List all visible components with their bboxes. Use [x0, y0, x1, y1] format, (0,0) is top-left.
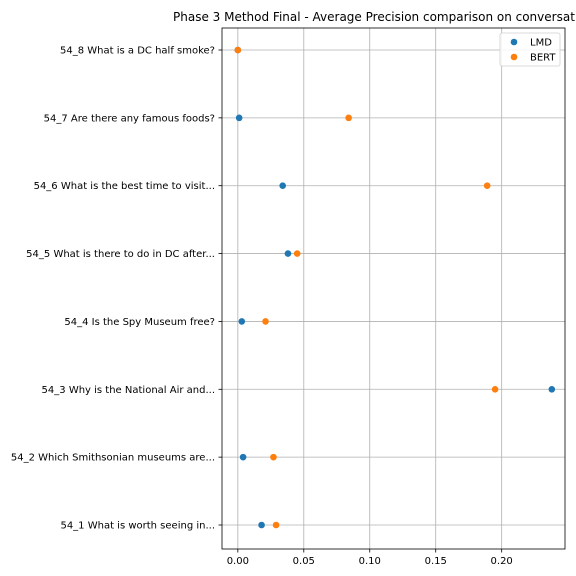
grid-layer — [222, 28, 565, 549]
chart-title: Phase 3 Method Final - Average Precision… — [173, 10, 575, 24]
data-point-lmd — [279, 182, 286, 190]
legend: LMD BERT — [499, 32, 561, 67]
data-point-lmd — [548, 385, 556, 393]
x-tick-label: 0.20 — [491, 556, 513, 567]
x-tick-label: 0.10 — [359, 556, 381, 567]
data-point-bert — [491, 385, 499, 393]
marks-layer — [234, 46, 556, 529]
data-point-bert — [272, 521, 280, 529]
data-point-bert — [293, 250, 301, 257]
data-point-lmd — [284, 250, 292, 257]
x-tick-label: 0.15 — [425, 556, 447, 567]
data-point-bert — [483, 182, 491, 190]
data-point-bert — [270, 453, 277, 461]
y-tick-label: 54_5 What is there to do in DC after... — [26, 249, 215, 260]
data-point-lmd — [235, 114, 243, 122]
data-point-bert — [345, 114, 352, 122]
y-tick-label: 54_7 Are there any famous foods? — [44, 113, 215, 124]
y-tick-label: 54_2 Which Smithsonian museums are... — [11, 453, 215, 464]
axis-layer: 0.00 0.05 0.10 0.15 0.20 54_8 What is a DC ha… — [11, 46, 513, 568]
legend-label-lmd: LMD — [530, 38, 552, 49]
legend-marker-lmd — [510, 38, 518, 46]
data-point-lmd — [238, 318, 246, 325]
y-tick-label: 54_1 What is worth seeing in... — [60, 521, 215, 532]
data-point-lmd — [258, 521, 265, 529]
data-point-lmd — [239, 453, 247, 461]
legend-marker-bert — [510, 53, 518, 61]
y-tick-label: 54_8 What is a DC half smoke? — [60, 46, 215, 57]
data-point-bert — [234, 46, 242, 54]
legend-label-bert: BERT — [530, 53, 556, 64]
y-tick-label: 54_4 Is the Spy Museum free? — [64, 317, 215, 328]
plot-frame — [221, 27, 566, 550]
x-tick-label: 0.05 — [293, 556, 315, 567]
data-point-bert — [262, 318, 269, 325]
y-tick-label: 54_6 What is the best time to visit... — [34, 181, 215, 192]
x-tick-label: 0.00 — [227, 556, 249, 567]
y-tick-label: 54_3 Why is the National Air and... — [42, 385, 215, 396]
